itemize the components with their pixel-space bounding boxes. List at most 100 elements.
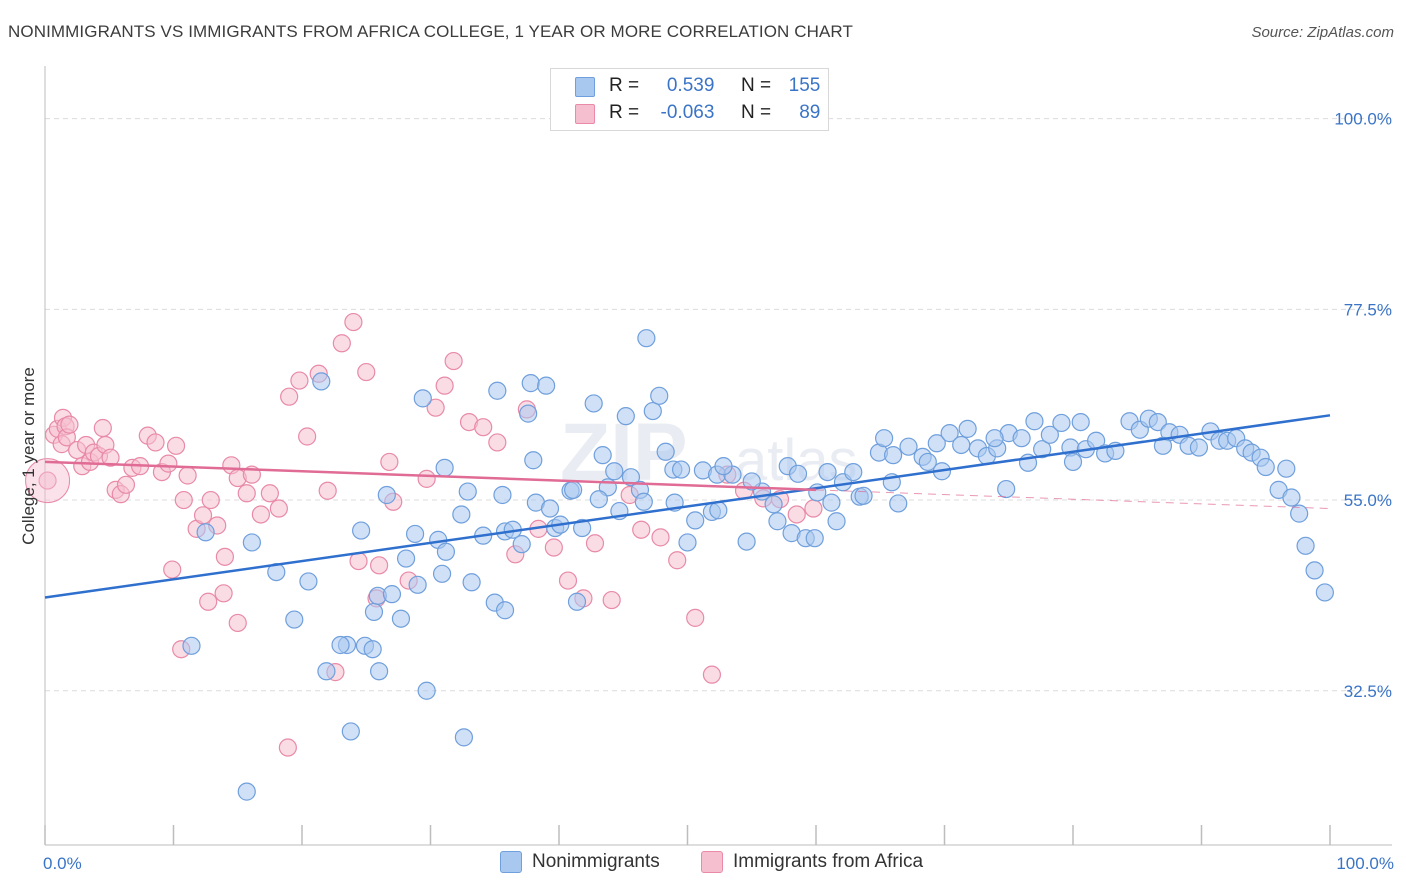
legend-n-value: 155 (788, 75, 821, 96)
immigrants-from-africa-point (290, 371, 309, 390)
nonimmigrants-point (537, 376, 556, 395)
nonimmigrants-point (493, 485, 512, 505)
nonimmigrants-point (285, 610, 304, 629)
nonimmigrants-point (997, 479, 1016, 499)
nonimmigrants-point (567, 592, 587, 611)
nonimmigrants-point (299, 572, 318, 591)
nonimmigrants-point (1256, 457, 1275, 477)
nonimmigrants-point (788, 464, 808, 483)
nonimmigrants-point (883, 446, 903, 465)
nonimmigrants-point (1071, 412, 1090, 432)
nonimmigrants-point (764, 495, 783, 514)
axes (44, 66, 1392, 846)
nonimmigrants-point (671, 460, 691, 479)
immigrants-from-africa-point (787, 505, 806, 524)
y-tick-label: 55.0% (1344, 491, 1392, 510)
legend-swatch-blue (575, 77, 595, 97)
y-tick-label: 32.5% (1344, 682, 1392, 701)
legend-swatch-pink (575, 104, 595, 124)
nonimmigrants-point (1148, 412, 1167, 432)
nonimmigrants-point (805, 529, 824, 548)
nonimmigrants-point (488, 381, 507, 400)
nonimmigrants-point (377, 485, 396, 505)
nonimmigrants-point (436, 542, 456, 561)
nonimmigrants-point (621, 468, 641, 487)
chart-source: Source: ZipAtlas.com (1251, 24, 1394, 41)
immigrants-from-africa-point (60, 415, 79, 434)
nonimmigrants-point (709, 501, 728, 520)
immigrants-from-africa-point (318, 481, 337, 500)
nonimmigrants-point (458, 482, 477, 501)
immigrants-from-africa-point (602, 590, 621, 610)
nonimmigrants-point (524, 451, 543, 470)
nonimmigrants-point (196, 523, 215, 542)
nonimmigrants-point (363, 640, 382, 659)
bottom-legend-nonimmigrants: Nonimmigrants (500, 851, 660, 873)
immigrants-from-africa-point (280, 387, 299, 406)
nonimmigrants-point (352, 521, 371, 540)
immigrants-from-africa-point (417, 469, 436, 488)
nonimmigrants-point (370, 662, 389, 681)
nonimmigrants-point (1305, 561, 1324, 580)
nonimmigrants-point (1033, 440, 1052, 459)
gridlines (45, 118, 1392, 692)
immigrants-from-africa-point (278, 738, 297, 757)
nonimmigrants-points (182, 329, 1334, 801)
immigrants-from-africa-point (237, 484, 256, 503)
immigrants-from-africa-point (488, 433, 507, 452)
x-tick-label: 0.0% (43, 854, 82, 873)
nonimmigrants-point (875, 429, 894, 448)
immigrants-from-africa-point (544, 538, 563, 557)
nonimmigrants-point (768, 512, 787, 531)
nonimmigrants-point (1315, 583, 1334, 602)
nonimmigrants-point (643, 401, 662, 421)
immigrants-from-africa-point (166, 436, 186, 455)
immigrants-from-africa-point (199, 592, 218, 611)
immigrants-from-africa-point (332, 334, 351, 353)
nonimmigrants-point (822, 493, 841, 512)
nonimmigrants-point (605, 462, 624, 481)
nonimmigrants-point (312, 372, 331, 391)
immigrants-trend-extension (815, 489, 1331, 510)
nonimmigrants-point (818, 462, 837, 482)
immigrants-from-africa-point (178, 466, 197, 485)
nonimmigrants-point (927, 434, 946, 453)
nonimmigrants-point (417, 681, 436, 700)
nonimmigrants-point (616, 407, 635, 426)
nonimmigrants-point (408, 575, 427, 594)
nonimmigrants-point (242, 533, 261, 552)
immigrants-from-africa-point (201, 490, 220, 510)
bottom-legend-label: Nonimmigrants (532, 851, 660, 872)
nonimmigrants-point (435, 458, 454, 477)
nonimmigrants-point (317, 662, 336, 681)
nonimmigrants-point (1040, 425, 1059, 444)
immigrants-from-africa-point (686, 608, 705, 627)
nonimmigrants-point (899, 437, 918, 456)
immigrants-from-africa-point (632, 520, 651, 539)
immigrants-from-africa-point (804, 499, 823, 518)
immigrants-from-africa-point (380, 452, 399, 472)
y-tick-label: 77.5% (1344, 300, 1392, 319)
nonimmigrants-point (462, 573, 481, 592)
nonimmigrants-point (1296, 536, 1315, 555)
nonimmigrants-point (940, 424, 959, 443)
x-tick-label: 100.0% (1336, 854, 1394, 873)
nonimmigrants-point (678, 533, 697, 552)
immigrants-from-africa-point (558, 571, 578, 590)
nonimmigrants-point (637, 329, 656, 348)
immigrants-from-africa-point (298, 427, 317, 446)
nonimmigrants-point (1012, 429, 1031, 448)
immigrants-from-africa-point (116, 475, 136, 494)
nonimmigrants-point (1063, 452, 1083, 472)
nonimmigrants-point (656, 442, 675, 461)
nonimmigrants-point (413, 389, 432, 408)
nonimmigrants-point (714, 457, 733, 476)
immigrants-from-africa-point (370, 556, 389, 575)
nonimmigrants-point (1189, 438, 1209, 457)
immigrants-from-africa-point (357, 362, 376, 382)
nonimmigrants-point (1025, 412, 1044, 431)
nonimmigrants-point (650, 386, 669, 405)
immigrants-from-africa-point (193, 506, 213, 525)
nonimmigrants-trend-line (44, 414, 1331, 599)
nonimmigrants-point (396, 549, 416, 568)
